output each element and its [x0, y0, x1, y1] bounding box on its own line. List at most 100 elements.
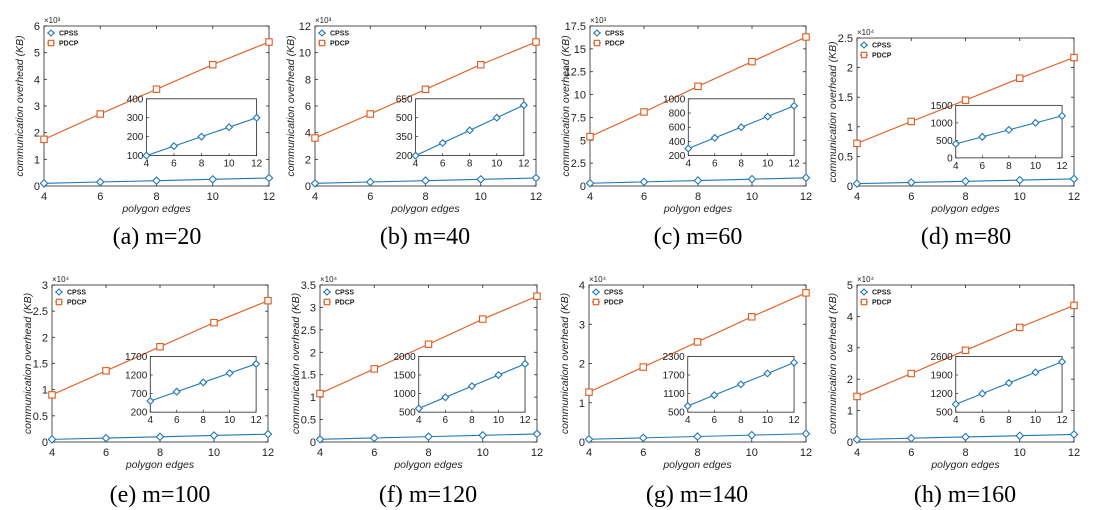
subfigure-caption: (f) m=120 [379, 482, 477, 508]
y-tick-label: 4 [579, 280, 585, 292]
inset-y-tick-label: 1500 [930, 101, 953, 112]
inset-x-tick-label: 8 [199, 159, 205, 170]
x-tick-label: 10 [1014, 447, 1026, 459]
chart-panel-3: 0 2.5 5 7.5 10 12.5 15 17.5 4 6 8 10 12 ×10³ polygon e… [560, 16, 812, 250]
inset-x-tick-label: 4 [685, 415, 691, 426]
y-tick-label: 4 [847, 311, 853, 323]
data-point-cpss [1069, 430, 1079, 439]
inset-data-point-cpss [465, 126, 474, 135]
inset-data-point-cpss [199, 378, 208, 387]
legend-label-cpss: CPSS [604, 290, 623, 297]
legend-label-pdcp: PDCP [330, 41, 350, 48]
inset-x-tick-label: 4 [416, 415, 422, 426]
data-point-cpss [365, 177, 375, 187]
x-tick-label: 12 [262, 447, 274, 459]
data-point-cpss [1015, 175, 1025, 185]
y-axis-label: communication overhead (KB) [559, 293, 571, 434]
data-point-cpss [101, 433, 111, 443]
y-tick-label: 12.5 [565, 67, 586, 79]
inset-x-tick-label: 4 [147, 415, 153, 426]
y-axis-label: communication overhead (KB) [827, 41, 839, 182]
x-tick-label: 4 [854, 191, 860, 203]
x-tick-label: 6 [97, 191, 103, 203]
inset-data-point-cpss [492, 113, 501, 122]
y-tick-label: 15 [574, 44, 586, 56]
inset-x-tick-label: 6 [440, 159, 446, 170]
y-tick-label: 10 [299, 48, 311, 60]
data-point-pdcp [96, 110, 105, 118]
chart-panel-2: 0 2 4 6 8 10 12 4 6 8 10 12 ×10³ polygon edges communi… [285, 16, 542, 250]
x-tick-label: 8 [962, 191, 968, 203]
x-tick-label: 12 [1068, 191, 1080, 203]
x-tick-label: 4 [586, 447, 592, 459]
y-tick-label: 2.5 [838, 33, 853, 45]
inset-frame [145, 98, 258, 157]
data-point-cpss [47, 435, 57, 444]
y-tick-label: 0 [42, 437, 48, 449]
data-point-pdcp [961, 346, 970, 355]
legend-marker-cpss [860, 288, 868, 296]
legend-marker-pdcp [593, 39, 601, 47]
inset-data-point-cpss [494, 370, 503, 380]
data-point-cpss [639, 177, 649, 187]
inset-x-tick-label: 12 [789, 159, 801, 170]
data-point-pdcp [40, 135, 48, 144]
y-axis-label: communication overhead (KB) [22, 293, 34, 434]
inset-x-tick-label: 6 [443, 415, 449, 426]
y-tick-label: 0 [847, 437, 853, 449]
data-point-pdcp [802, 289, 810, 297]
x-tick-label: 12 [263, 191, 275, 203]
inset-x-tick-label: 10 [224, 159, 236, 170]
y-tick-label: 6 [34, 21, 40, 33]
y-tick-label: 0 [310, 437, 316, 449]
inset-x-tick-label: 10 [491, 159, 503, 170]
inset-y-tick-label: 1700 [662, 371, 685, 382]
data-point-pdcp [424, 340, 433, 348]
x-tick-label: 8 [425, 447, 431, 459]
y-tick-label: 0.5 [838, 151, 853, 163]
data-point-pdcp [747, 313, 756, 321]
data-point-pdcp [102, 367, 110, 375]
inset-y-tick-label: 500 [396, 113, 413, 124]
subfigure-caption: (a) m=20 [113, 224, 202, 250]
inset-data-point-cpss [411, 151, 420, 160]
inset-data-point-cpss [737, 123, 746, 132]
inset-x-tick-label: 6 [712, 159, 718, 170]
data-point-pdcp [694, 82, 702, 91]
inset-x-tick-label: 12 [251, 159, 263, 170]
inset-data-point-cpss [252, 359, 261, 368]
data-point-pdcp [152, 85, 161, 93]
y-tick-label: 3.5 [301, 280, 316, 292]
x-tick-label: 12 [800, 191, 812, 203]
inset-data-point-cpss [172, 387, 181, 396]
legend-label-cpss: CPSS [330, 31, 349, 38]
data-point-pdcp [1070, 301, 1078, 310]
inset-x-tick-label: 4 [685, 159, 691, 170]
y-tick-label: 7.5 [571, 112, 586, 124]
y-tick-label: 5 [34, 48, 40, 60]
inset-y-tick-label: 1200 [930, 389, 953, 400]
inset-data-point-cpss [710, 133, 719, 142]
legend-marker-pdcp [860, 51, 868, 59]
data-point-pdcp [366, 110, 374, 118]
subfigure-caption: (c) m=60 [654, 224, 743, 250]
inset-data-point-cpss [736, 380, 745, 389]
inset-x-tick-label: 10 [762, 159, 774, 170]
y-tick-label: 1 [34, 154, 40, 166]
x-tick-label: 6 [103, 447, 109, 459]
subfigure-caption: (g) m=140 [646, 482, 748, 508]
data-point-pdcp [532, 38, 540, 46]
inset-x-tick-label: 8 [467, 159, 473, 170]
y-tick-label: 1 [42, 385, 48, 397]
data-point-cpss [476, 174, 486, 184]
inset-x-tick-label: 10 [224, 415, 236, 426]
x-tick-label: 4 [312, 191, 318, 203]
y-tick-label: 3 [310, 302, 316, 314]
inset-x-tick-label: 8 [200, 415, 206, 426]
inset-x-tick-label: 8 [738, 159, 744, 170]
data-point-cpss [532, 429, 542, 439]
inset-x-tick-label: 8 [469, 415, 475, 426]
y-axis-multiplier: ×10³ [44, 16, 61, 25]
